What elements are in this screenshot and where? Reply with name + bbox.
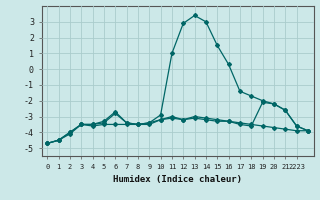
X-axis label: Humidex (Indice chaleur): Humidex (Indice chaleur): [113, 175, 242, 184]
